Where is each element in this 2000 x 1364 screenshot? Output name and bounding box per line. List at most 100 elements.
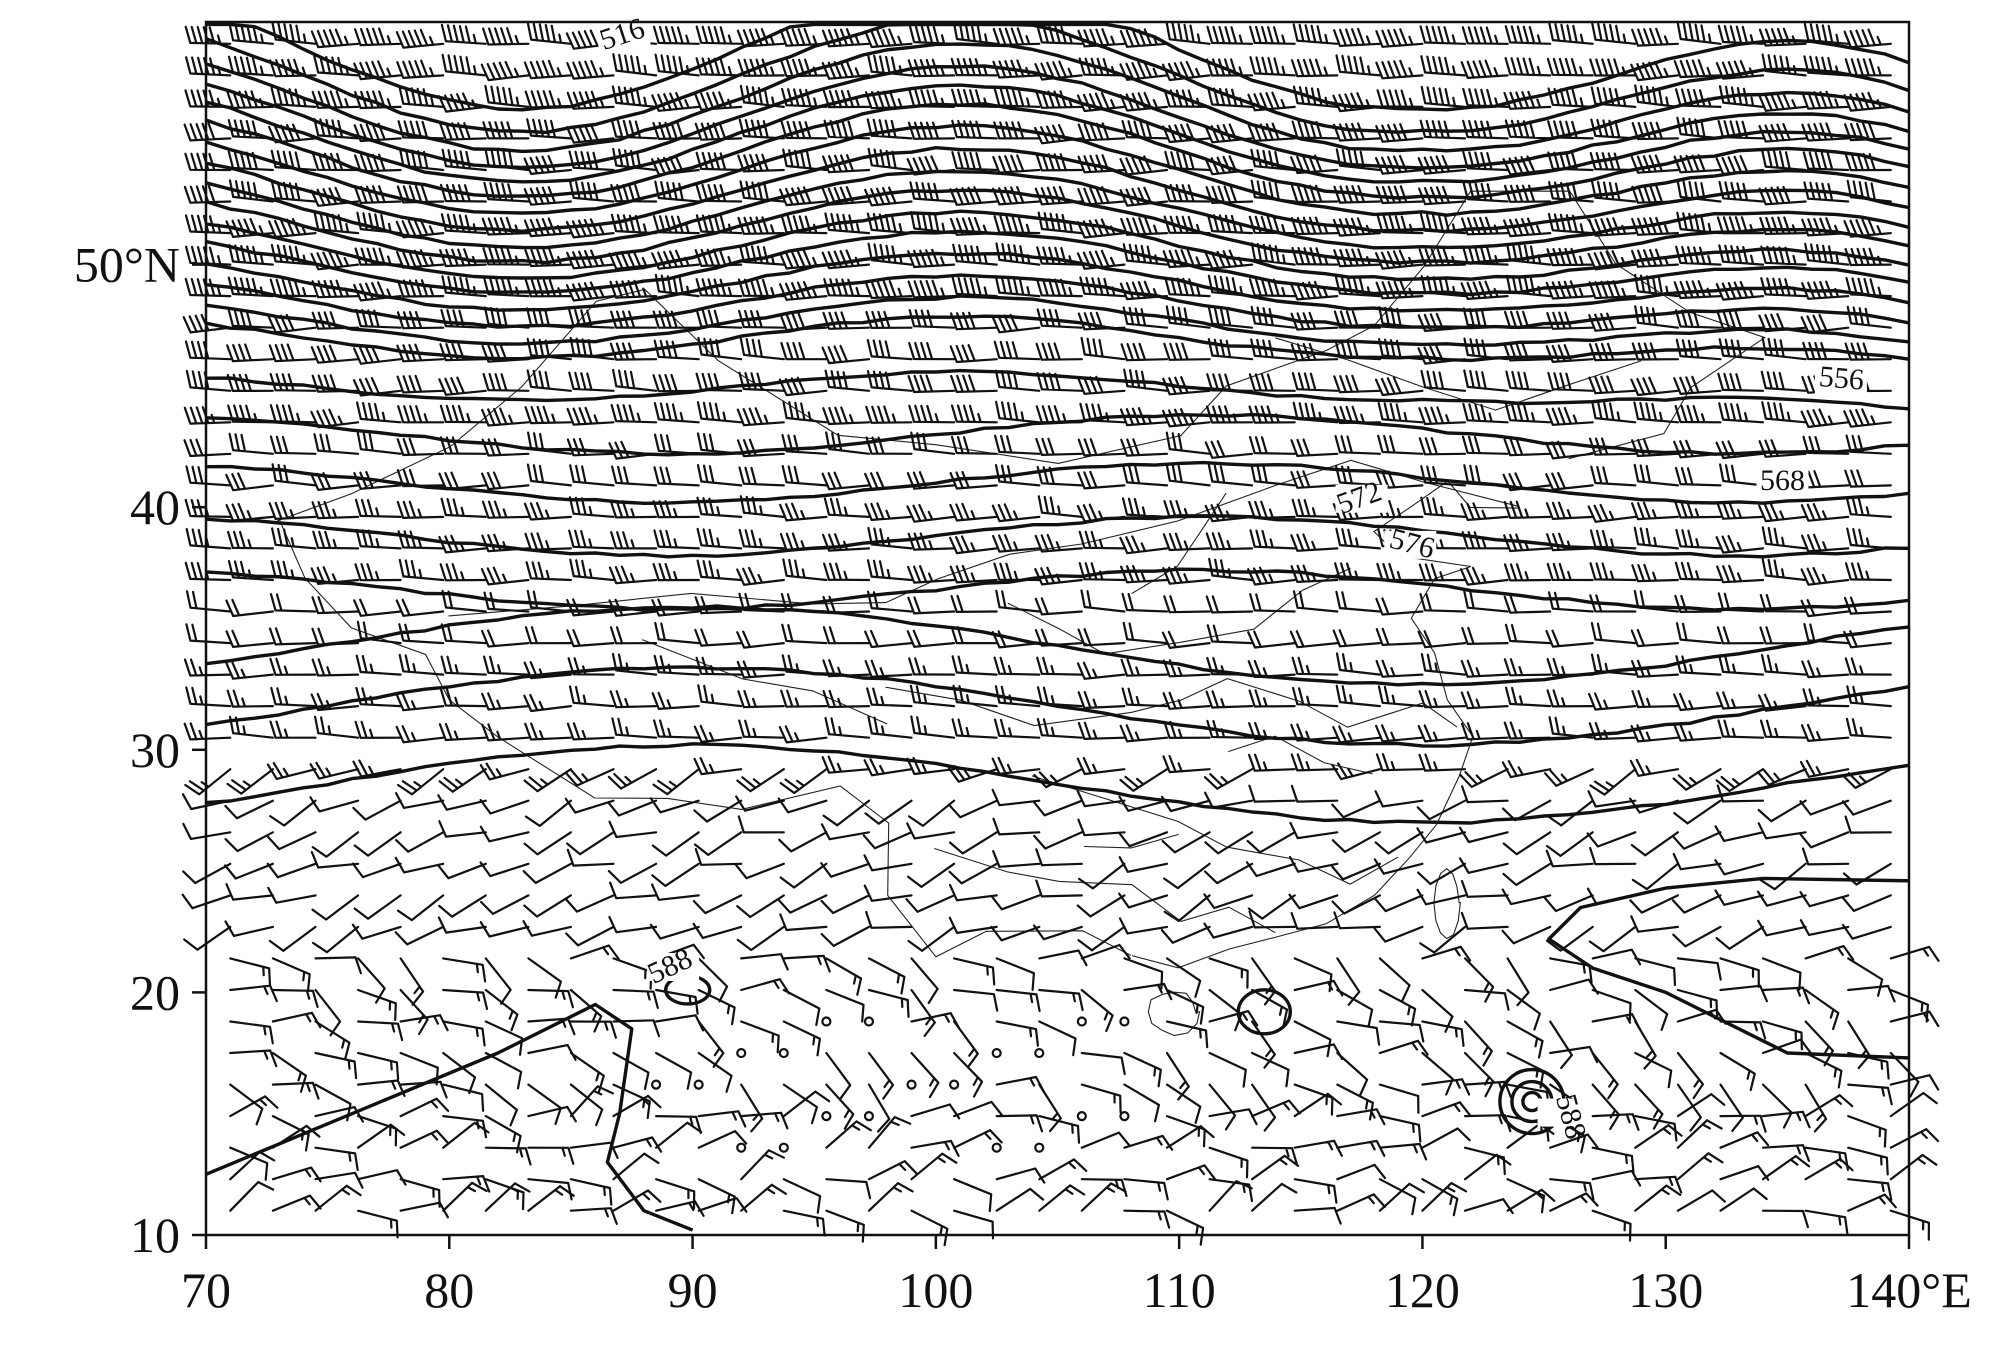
- wind-barb: [1459, 857, 1509, 874]
- wind-barb: [482, 372, 530, 392]
- contour-label: 568: [1760, 464, 1805, 497]
- wind-barb: [1676, 179, 1722, 203]
- wind-barb: [1715, 280, 1765, 301]
- wind-barb: [1548, 22, 1594, 45]
- wind-barb: [1418, 185, 1467, 206]
- wind-barb: [1461, 626, 1509, 645]
- wind-barb: [1290, 342, 1339, 362]
- wind-barb: [780, 120, 828, 140]
- wind-barb: [1506, 1188, 1556, 1212]
- wind-barb: [311, 374, 360, 393]
- wind-barb: [1589, 58, 1637, 77]
- wind-barb: [1549, 1020, 1573, 1070]
- wind-barb: [1889, 1128, 1940, 1149]
- wind-barb: [1336, 1020, 1381, 1046]
- wind-barb: [183, 406, 232, 425]
- wind-barb: [1250, 463, 1296, 487]
- wind-barb: [739, 495, 785, 518]
- wind-barb: [1293, 1178, 1338, 1204]
- wind-barb: [782, 1083, 818, 1125]
- wind-barb: [1843, 28, 1892, 49]
- wind-barb: [398, 558, 445, 582]
- wind-barb: [822, 533, 871, 552]
- wind-barb: [1288, 893, 1339, 910]
- wind-barb: [1846, 685, 1892, 708]
- wind-barb: [608, 820, 658, 839]
- wind-barb: [1119, 724, 1169, 743]
- wind-barb: [995, 1075, 1045, 1093]
- wind-barb: [866, 339, 913, 361]
- wind-barb: [822, 311, 871, 330]
- wind-barb: [1204, 155, 1254, 176]
- wind-barb: [952, 684, 998, 708]
- wind-barb: [740, 1149, 785, 1181]
- wind-barb: [1251, 1083, 1277, 1132]
- wind-barb: [526, 307, 572, 329]
- border-line: [641, 639, 888, 725]
- wind-barb: [484, 1115, 522, 1154]
- wind-barb: [1463, 464, 1509, 487]
- wind-barb: [655, 1115, 702, 1134]
- wind-barb: [1761, 1155, 1811, 1181]
- wind-barb: [1420, 369, 1467, 392]
- wind-barb: [1163, 862, 1211, 890]
- contour-label: 516: [596, 12, 649, 57]
- wind-barb: [1634, 1051, 1673, 1089]
- wind-barb: [399, 148, 445, 172]
- wind-barb: [697, 1110, 747, 1128]
- wind-barb: [867, 54, 913, 77]
- wind-barb: [951, 276, 998, 298]
- wind-barb: [1844, 247, 1892, 267]
- wind-barb: [862, 831, 913, 850]
- height-contour: [205, 294, 1910, 347]
- calm-wind-marker: [1034, 1142, 1045, 1153]
- wind-barb: [1160, 795, 1211, 813]
- wind-barb: [1163, 342, 1211, 361]
- wind-barb: [522, 920, 572, 937]
- wind-barb: [738, 118, 785, 140]
- wind-barb: [906, 629, 956, 648]
- wind-barb: [611, 465, 658, 487]
- wind-barb: [523, 155, 572, 175]
- wind-barb: [1548, 716, 1594, 739]
- wind-barb: [396, 249, 445, 269]
- wind-barb: [994, 434, 1041, 455]
- wind-barb: [314, 1184, 362, 1212]
- wind-barb: [442, 1175, 491, 1193]
- wind-barb: [1162, 248, 1211, 269]
- wind-barb: [184, 768, 232, 796]
- wind-barb: [866, 559, 913, 582]
- wind-barb: [1546, 657, 1594, 677]
- wind-barb: [1716, 691, 1765, 710]
- wind-barb: [1460, 879, 1509, 898]
- wind-barb: [1674, 404, 1722, 424]
- wind-barb: [1634, 305, 1679, 329]
- wind-barb: [442, 957, 487, 983]
- wind-barb: [1676, 1189, 1726, 1212]
- wind-barb: [271, 1194, 322, 1212]
- wind-barb: [823, 497, 871, 518]
- wind-barb: [1335, 590, 1381, 613]
- wind-barb: [693, 831, 743, 856]
- wind-barb: [182, 313, 232, 334]
- wind-barb: [1545, 925, 1594, 952]
- wind-barb: [482, 247, 530, 266]
- wind-barb: [1290, 470, 1339, 489]
- wind-barb: [863, 854, 913, 872]
- wind-barb: [1336, 1108, 1386, 1126]
- wind-barb: [948, 799, 998, 819]
- wind-barb: [696, 559, 743, 582]
- wind-barb: [1761, 526, 1807, 550]
- wind-barb: [1586, 887, 1637, 905]
- wind-barb: [910, 957, 939, 1005]
- wind-barb: [1036, 717, 1083, 739]
- wind-barb: [991, 788, 1041, 807]
- wind-barb: [1588, 692, 1637, 711]
- wind-barb: [1248, 500, 1296, 520]
- wind-barb: [1246, 831, 1296, 854]
- wind-barb: [1120, 658, 1169, 677]
- wind-barb: [1675, 655, 1722, 676]
- wind-barb: [824, 369, 871, 392]
- wind-barb: [1799, 759, 1850, 778]
- wind-barb: [1674, 309, 1722, 329]
